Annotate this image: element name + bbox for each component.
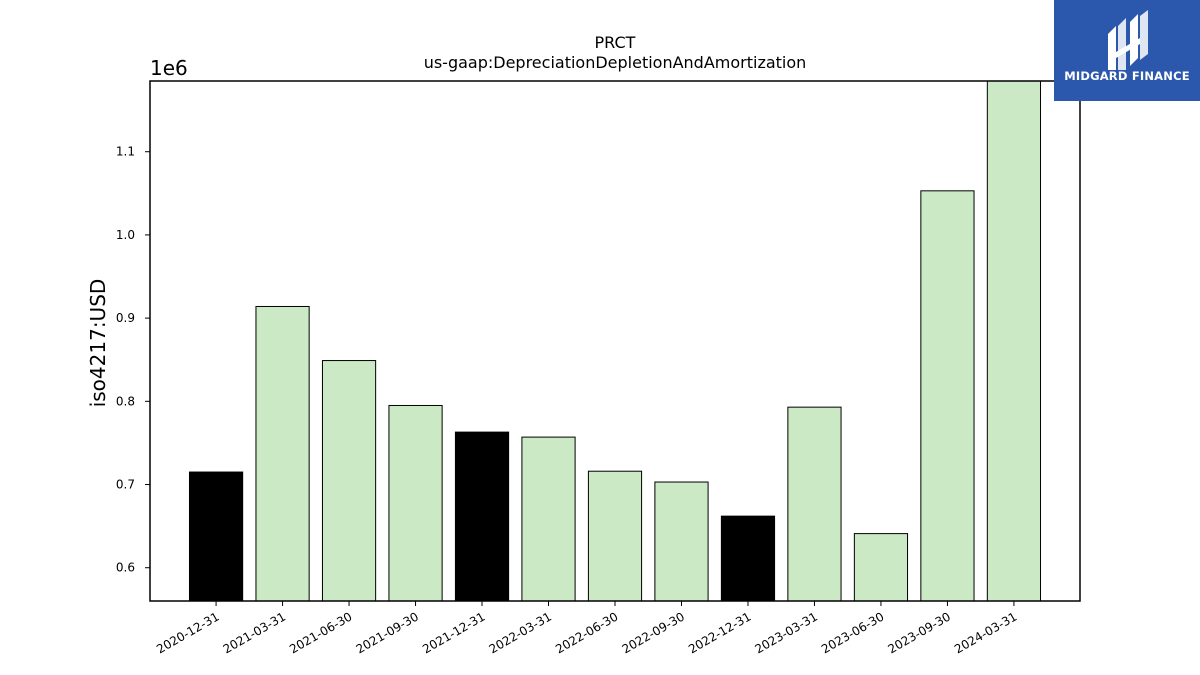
x-tick-label: 2024-03-31 — [952, 609, 1019, 656]
bar-2022-09-30 — [654, 481, 709, 602]
y-tick-label: 0.6 — [116, 561, 135, 575]
bars-group — [188, 80, 1042, 602]
bar-2021-12-31 — [454, 431, 510, 602]
midgard-finance-logo: MIDGARD FINANCE — [1054, 0, 1200, 101]
bar-2023-03-31 — [787, 406, 842, 602]
x-tick-label: 2021-06-30 — [287, 609, 354, 656]
chart-title: PRCT — [595, 33, 636, 52]
y-tick-label: 1.1 — [116, 145, 135, 159]
y-ticks-group: 0.6 0.7 0.8 0.9 1.0 1.1 — [116, 145, 150, 575]
bar-2023-09-30 — [920, 190, 975, 602]
bar-2024-03-31 — [986, 80, 1042, 602]
bar-2020-12-31 — [188, 471, 244, 602]
bar-2022-03-31 — [521, 436, 576, 602]
y-tick-label: 1.0 — [116, 228, 135, 242]
x-ticks-group: 2020-12-31 2021-03-31 2021-06-30 2021-09-30… — [154, 601, 1019, 656]
chart-subtitle: us-gaap:DepreciationDepletionAndAmortiza… — [424, 53, 807, 72]
bar-2021-06-30 — [321, 360, 377, 602]
logo-text: MIDGARD FINANCE — [1064, 69, 1190, 83]
x-tick-label: 2021-03-31 — [221, 609, 288, 656]
x-tick-label: 2022-06-30 — [553, 609, 620, 656]
midgard-logo-icon — [1108, 10, 1148, 70]
x-tick-label: 2022-09-30 — [620, 609, 687, 656]
y-offset-label: 1e6 — [150, 56, 188, 80]
x-tick-label: 2021-12-31 — [420, 609, 487, 656]
bar-2021-09-30 — [388, 404, 443, 602]
x-tick-label: 2023-06-30 — [819, 609, 886, 656]
bar-2021-03-31 — [255, 305, 310, 602]
x-tick-label: 2020-12-31 — [154, 609, 221, 656]
x-tick-label: 2023-09-30 — [886, 609, 953, 656]
bar-2022-12-31 — [720, 515, 776, 602]
y-axis-label: iso4217:USD — [86, 279, 110, 408]
y-tick-label: 0.8 — [116, 394, 135, 408]
bar-2022-06-30 — [587, 470, 643, 602]
x-tick-label: 2022-03-31 — [487, 609, 554, 656]
x-tick-label: 2022-12-31 — [686, 609, 753, 656]
y-tick-label: 0.9 — [116, 311, 135, 325]
bar-2023-06-30 — [853, 533, 909, 602]
plot-frame — [149, 80, 1081, 602]
y-tick-label: 0.7 — [116, 478, 135, 492]
x-tick-label: 2023-03-31 — [753, 609, 820, 656]
x-tick-label: 2021-09-30 — [354, 609, 421, 656]
